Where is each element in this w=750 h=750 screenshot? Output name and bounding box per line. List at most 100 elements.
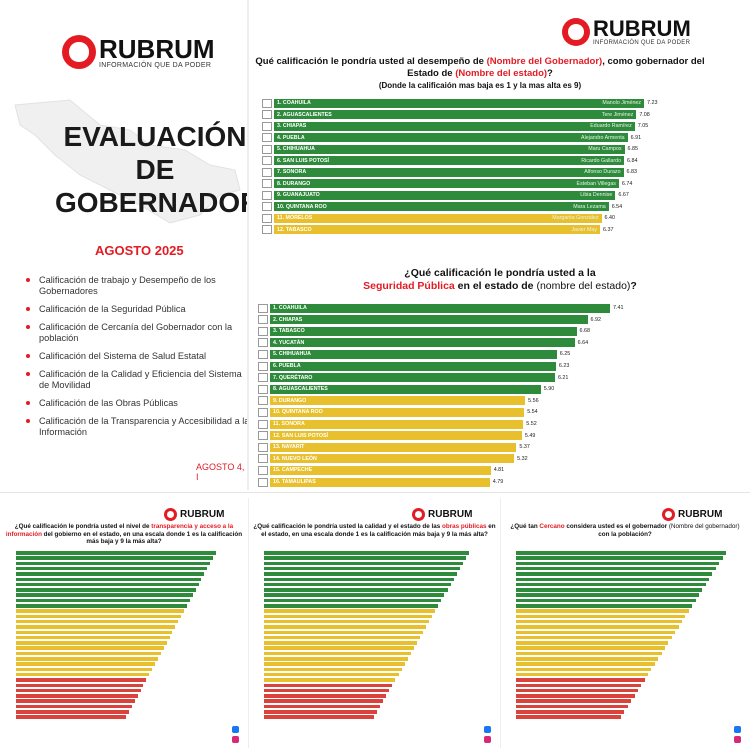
bar: 5. CHIHUAHUA Maru Campos <box>274 144 625 154</box>
bar-row: 7. SONORA Alfonso Durazo 6.83 <box>262 167 637 177</box>
bar-governor-label: Manolo Jiménez <box>602 100 641 106</box>
chart1-subtitle: (Donde la calificaión mas baja es 1 y la… <box>378 81 582 90</box>
rubrum-logo-tagline: INFORMACIÓN QUE DA PODER <box>593 40 691 46</box>
party-flag-icon <box>262 156 272 165</box>
mini-bar <box>516 582 706 587</box>
bar-value-label: 5.54 <box>527 409 538 416</box>
party-flag-icon <box>262 190 272 200</box>
mini-bar <box>516 672 649 677</box>
mini-bar <box>264 588 448 592</box>
bar-row: 6. PUEBLA 6.23 <box>258 361 569 371</box>
bar: 9. GUANAJUATO Libia Dennise <box>274 190 616 200</box>
mini2-title-part: en el estado, en una escala donde 1 es l… <box>261 523 496 538</box>
mini-bar <box>516 598 696 603</box>
bar-category-label: 1. COAHUILA <box>273 305 307 311</box>
chart2-bars: 1. COAHUILA 7.41 2. CHIAPAS 6.92 3. TABASCO 6… <box>258 303 728 493</box>
bar-row: 14. NUEVO LEÓN 5.32 <box>258 454 528 464</box>
public-works-chart-thumbnail: RUBRUM ¿Qué calificación le pondría uste… <box>252 503 497 748</box>
bar: 7. QUERÉTARO <box>270 373 555 383</box>
chart1-title-part: ? <box>547 68 553 79</box>
rubrum-logo: RUBRUM INFORMACIÓN QUE DA PODER <box>62 35 215 69</box>
mini-bar <box>264 551 469 555</box>
mini-bar <box>516 688 638 693</box>
mini-bar <box>516 566 716 571</box>
mini-bar <box>16 688 141 693</box>
bar-row: 10. QUINTANA ROO 5.54 <box>258 407 538 417</box>
bar: 4. PUEBLA Alejandro Armenta <box>274 133 628 142</box>
bar-category-label: 9. GUANAJUATO <box>277 192 320 198</box>
party-flag-icon <box>258 419 268 429</box>
bar-value-label: 5.52 <box>526 421 537 427</box>
bar-value-label: 5.37 <box>519 444 530 451</box>
mini2-title: ¿Qué calificación le pondría usted la ca… <box>252 523 497 538</box>
facebook-icon <box>232 726 239 733</box>
mini-bar <box>516 561 720 566</box>
rubrum-logo: RUBRUM <box>412 508 472 521</box>
mini-bar <box>264 561 463 566</box>
cover-title-line-1: EVALUACIÓN <box>63 121 247 152</box>
cover-topic-item: Calificación de trabajo y Desempeño de l… <box>26 275 248 297</box>
party-flag-icon <box>258 361 268 371</box>
rubrum-logo: RUBRUM INFORMACIÓN QUE DA PODER <box>562 18 691 46</box>
mini-bar <box>264 672 399 677</box>
mini-bar <box>516 678 645 682</box>
mini2-title-part: ¿Qué calificación le pondría usted la ca… <box>253 523 443 530</box>
bar-value-label: 6.91 <box>630 134 642 141</box>
bar-category-label: 10. QUINTANA ROO <box>273 409 323 416</box>
cover-title-line-3: GOBERNADORES <box>55 187 248 218</box>
cover-date: AGOSTO 2025 <box>95 243 184 258</box>
bar-row: 5. CHIHUAHUA Maru Campos 6.85 <box>262 144 638 154</box>
mini-bar <box>264 641 417 645</box>
bar-governor-label: Eduardo Ramírez <box>590 123 632 129</box>
bar-row: 8. DURANGO Esteban Villegas 6.74 <box>262 179 632 189</box>
bar-value-label: 6.67 <box>618 192 629 198</box>
rubrum-logo-mark <box>662 508 675 521</box>
bar: 2. AGUASCALIENTES Tere Jiménez <box>274 110 637 119</box>
mini-bar <box>516 588 703 592</box>
mini-bar <box>16 704 132 709</box>
mini-bar <box>16 630 173 635</box>
chart2-title-highlight: Seguridad Pública <box>363 280 455 292</box>
mini-bar <box>264 609 436 613</box>
mini-bar <box>264 678 396 682</box>
mini-bar <box>16 641 167 645</box>
bar-governor-label: Esteban Villegas <box>576 180 616 187</box>
bar: 11. SONORA <box>270 419 524 429</box>
bar: 7. SONORA Alfonso Durazo <box>274 167 624 177</box>
mini-bar <box>264 683 393 688</box>
rubrum-logo-name: RUBRUM <box>593 16 691 41</box>
mini1-title-part: ¿Qué calificación le pondría usted el ni… <box>14 523 152 530</box>
mini-bar <box>264 646 414 650</box>
mini-bar <box>264 662 405 666</box>
mini-bar <box>516 593 699 597</box>
party-flag-icon <box>258 477 268 487</box>
mini-bar <box>16 551 216 555</box>
mini-bar <box>16 598 190 603</box>
cover-topic-item: Calificación de la Transparencia y Acces… <box>26 416 248 438</box>
bar: 12. TABASCO Javier May <box>274 225 600 234</box>
mini-bar <box>516 619 682 624</box>
mini-bar <box>516 551 726 555</box>
bar-category-label: 5. CHIHUAHUA <box>277 146 315 152</box>
bar-row: 3. TABASCO 6.68 <box>258 326 590 336</box>
bar-row: 7. QUERÉTARO 6.21 <box>258 373 568 383</box>
bar-category-label: 9. DURANGO <box>273 397 307 404</box>
mini-bar <box>264 667 402 672</box>
bar-row: 11. SONORA 5.52 <box>258 419 537 429</box>
bar-row: 5. CHIHUAHUA 6.25 <box>258 349 570 359</box>
rubrum-logo-name: RUBRUM <box>180 508 225 520</box>
bar-category-label: 10. QUINTANA ROO <box>277 203 327 210</box>
bar-category-label: 14. NUEVO LEÓN <box>273 455 317 462</box>
bar-value-label: 5.56 <box>528 397 539 404</box>
rubrum-logo-mark <box>562 18 590 46</box>
bar-row: 16. TAMAULIPAS 4.79 <box>258 477 503 487</box>
party-flag-icon <box>262 225 272 234</box>
bar: 8. DURANGO Esteban Villegas <box>274 179 619 188</box>
bar: 10. QUINTANA ROO Mara Lezama <box>274 202 609 211</box>
bar-category-label: 4. PUEBLA <box>277 134 305 141</box>
instagram-icon <box>484 736 491 743</box>
chart1-title-highlight: (Nombre del Gobernador) <box>486 56 603 67</box>
bar-value-label: 6.83 <box>626 169 638 175</box>
mini-bar <box>264 630 424 635</box>
bar-value-label: 7.08 <box>639 111 650 118</box>
